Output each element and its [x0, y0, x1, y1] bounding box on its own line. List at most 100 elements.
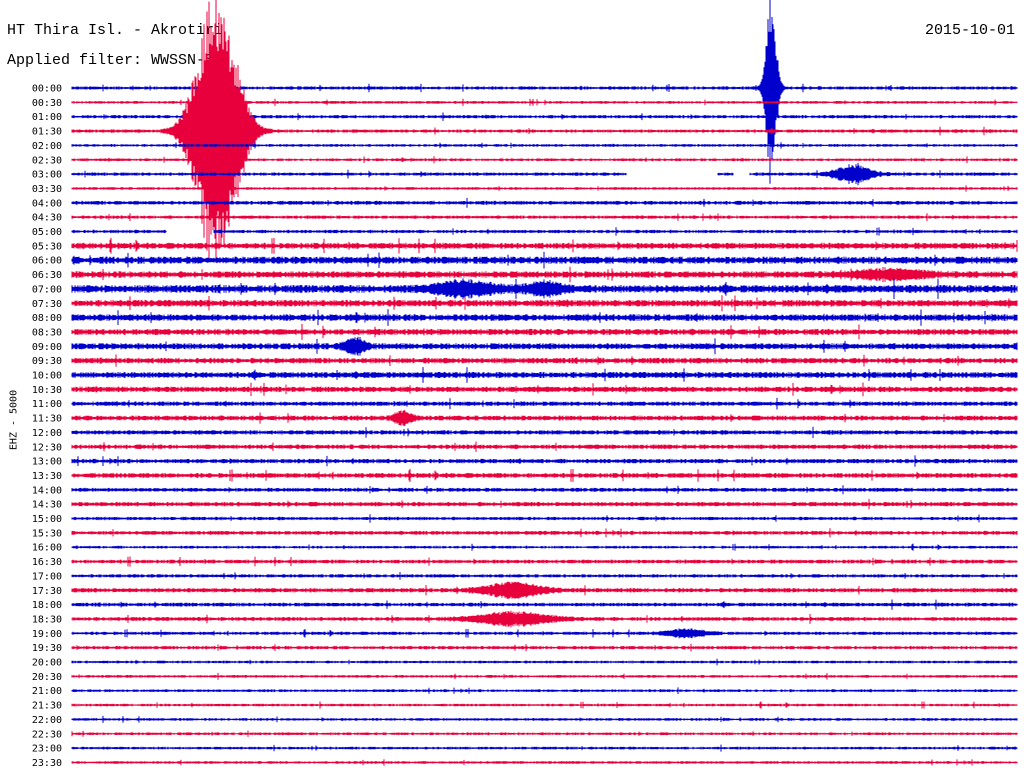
tick-label-0600: 06:00 — [32, 256, 62, 267]
trace-1100 — [71, 397, 1018, 410]
tick-label-0130: 01:30 — [32, 127, 62, 138]
trace-0400 — [71, 197, 1018, 208]
trace-1600 — [71, 543, 1018, 551]
trace-1400 — [71, 485, 1018, 495]
trace-1830 — [71, 610, 1018, 628]
trace-0000 — [71, 0, 1018, 184]
tick-label-2030: 20:30 — [32, 672, 62, 683]
tick-label-1730: 17:30 — [32, 586, 62, 597]
tick-label-0930: 09:30 — [32, 356, 62, 367]
trace-0730 — [71, 295, 1018, 312]
trace-0230 — [71, 156, 1018, 164]
tick-label-1400: 14:00 — [32, 485, 62, 496]
trace-2300 — [71, 744, 1018, 752]
trace-1030 — [71, 382, 1018, 397]
tick-label-0630: 06:30 — [32, 270, 62, 281]
trace-1330 — [71, 468, 1018, 482]
trace-1530 — [71, 528, 1018, 538]
tick-label-1900: 19:00 — [32, 629, 62, 640]
trace-0300 — [71, 162, 1018, 186]
tick-label-0000: 00:00 — [32, 84, 62, 95]
trace-1900 — [71, 628, 1018, 639]
trace-0800 — [71, 309, 1018, 326]
tick-label-0030: 00:30 — [32, 98, 62, 109]
tick-label-0900: 09:00 — [32, 342, 62, 353]
tick-label-0700: 07:00 — [32, 284, 62, 295]
trace-2130 — [71, 701, 1018, 709]
tick-label-0530: 05:30 — [32, 241, 62, 252]
trace-1630 — [71, 556, 1018, 567]
station-title: HT Thira Isl. - Akrotiri — [7, 22, 224, 39]
trace-0430 — [71, 213, 1018, 222]
trace-1700 — [71, 572, 1018, 580]
tick-label-2100: 21:00 — [32, 686, 62, 697]
tick-label-0730: 07:30 — [32, 299, 62, 310]
trace-0330 — [71, 185, 1018, 192]
tick-label-2330: 23:30 — [32, 758, 62, 769]
tick-label-1630: 16:30 — [32, 557, 62, 568]
trace-0530 — [71, 237, 1018, 254]
tick-label-2300: 23:00 — [32, 744, 62, 755]
tick-label-1800: 18:00 — [32, 600, 62, 611]
tick-label-1330: 13:30 — [32, 471, 62, 482]
trace-1300 — [71, 455, 1018, 467]
trace-0630 — [71, 266, 1018, 283]
tick-label-1600: 16:00 — [32, 543, 62, 554]
trace-1930 — [71, 643, 1018, 652]
trace-0030 — [71, 98, 1018, 106]
trace-0500 — [71, 227, 1018, 236]
tick-label-0500: 05:00 — [32, 227, 62, 238]
trace-1000 — [71, 367, 1018, 383]
filter-label: Applied filter: WWSSN-SP — [7, 52, 224, 69]
tick-label-0430: 04:30 — [32, 213, 62, 224]
tick-label-1030: 10:30 — [32, 385, 62, 396]
tick-label-1830: 18:30 — [32, 614, 62, 625]
trace-1800 — [71, 599, 1018, 610]
tick-label-1000: 10:00 — [32, 371, 62, 382]
tick-label-1430: 14:30 — [32, 500, 62, 511]
tick-label-2000: 20:00 — [32, 658, 62, 669]
tick-label-1100: 11:00 — [32, 399, 62, 410]
tick-label-0400: 04:00 — [32, 198, 62, 209]
tick-label-1500: 15:00 — [32, 514, 62, 525]
tick-label-0200: 02:00 — [32, 141, 62, 152]
tick-label-1300: 13:00 — [32, 457, 62, 468]
trace-0900 — [71, 336, 1018, 356]
trace-1130 — [71, 410, 1018, 426]
trace-0100 — [71, 112, 1018, 121]
trace-1230 — [71, 441, 1018, 452]
trace-0130 — [71, 0, 1018, 263]
trace-2330 — [71, 759, 1018, 766]
tick-label-0230: 02:30 — [32, 155, 62, 166]
tick-label-0800: 08:00 — [32, 313, 62, 324]
tick-label-0100: 01:00 — [32, 112, 62, 123]
tick-label-1130: 11:30 — [32, 414, 62, 425]
trace-1430 — [71, 499, 1018, 510]
tick-label-1530: 15:30 — [32, 528, 62, 539]
tick-label-2200: 22:00 — [32, 715, 62, 726]
date-label: 2015-10-01 — [924, 22, 1015, 39]
tick-label-1700: 17:00 — [32, 571, 62, 582]
trace-0700 — [71, 278, 1018, 300]
tick-label-2130: 21:30 — [32, 701, 62, 712]
trace-2230 — [71, 730, 1018, 737]
tick-label-0300: 03:00 — [32, 170, 62, 181]
tick-label-0830: 08:30 — [32, 327, 62, 338]
tick-label-1200: 12:00 — [32, 428, 62, 439]
trace-1200 — [71, 426, 1018, 438]
tick-label-1230: 12:30 — [32, 442, 62, 453]
tick-label-1930: 19:30 — [32, 643, 62, 654]
tick-label-0330: 03:30 — [32, 184, 62, 195]
tick-label-2230: 22:30 — [32, 729, 62, 740]
trace-2030 — [71, 672, 1018, 680]
trace-2100 — [71, 687, 1018, 694]
trace-0830 — [71, 324, 1018, 340]
trace-0930 — [71, 354, 1018, 367]
trace-2200 — [71, 715, 1018, 723]
trace-0600 — [71, 251, 1018, 269]
trace-1730 — [71, 581, 1018, 599]
trace-2000 — [71, 658, 1018, 666]
trace-1500 — [71, 514, 1018, 523]
trace-0200 — [71, 142, 1018, 149]
